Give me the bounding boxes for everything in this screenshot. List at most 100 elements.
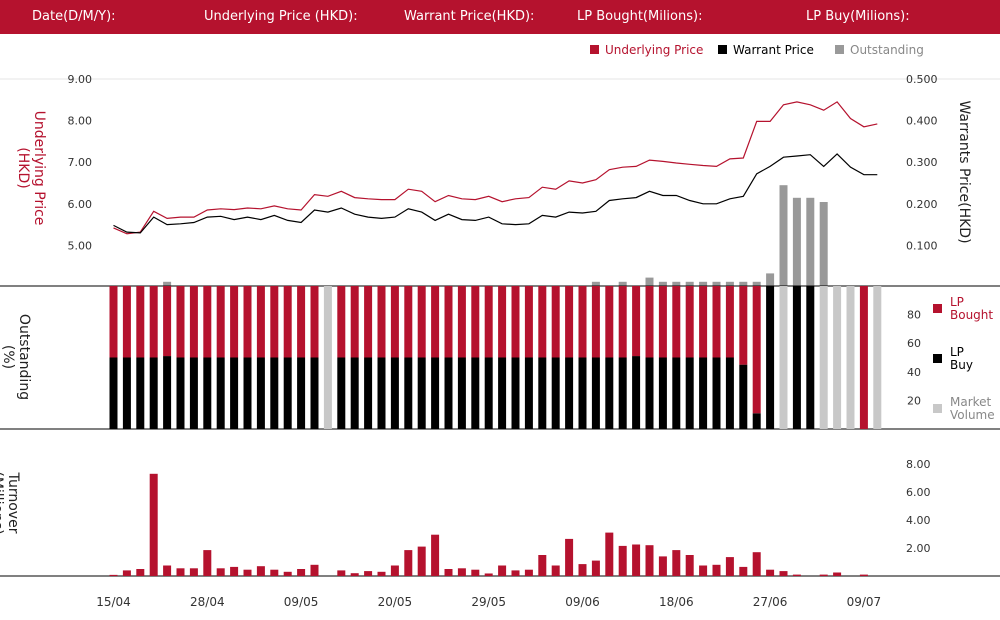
turnover-bar: [404, 550, 413, 576]
outstanding-segment: [297, 357, 306, 429]
turnover-bar: [685, 555, 694, 576]
turnover-bar: [618, 545, 627, 576]
turnover-bar: [511, 570, 520, 576]
outstanding-segment: [216, 286, 225, 358]
turnover-bar: [176, 568, 185, 576]
outstanding-segment: [752, 413, 761, 429]
turnover-bar: [109, 574, 118, 576]
outstanding-segment: [337, 286, 346, 358]
outstanding-segment: [230, 357, 239, 429]
legend-label: Underlying Price: [605, 43, 703, 57]
outstanding-bar: [766, 273, 775, 286]
turnover-bar: [364, 571, 373, 576]
outstanding-segment: [672, 286, 681, 358]
turnover-bar: [672, 550, 681, 576]
outstanding-segment: [176, 357, 185, 429]
x-tick: 20/05: [378, 595, 413, 609]
outstanding-segment: [591, 286, 600, 358]
right-y-tick: 0.400: [906, 115, 938, 128]
outstanding-bar: [645, 277, 654, 286]
outstanding-segment: [538, 286, 547, 358]
turnover-bar: [578, 564, 587, 576]
turnover-bar: [297, 569, 306, 576]
turnover-bar: [538, 555, 547, 576]
left-axis-title: Underlying Price(HKD): [15, 111, 47, 226]
left-y-tick: 7.00: [68, 156, 93, 169]
turnover-bar: [149, 473, 158, 576]
outstanding-segment: [484, 286, 493, 358]
outstanding-y-tick: 20: [907, 394, 921, 407]
turnover-bar: [658, 556, 667, 576]
turnover-bar: [471, 569, 480, 576]
outstanding-segment: [149, 357, 158, 429]
outstanding-segment: [565, 357, 574, 429]
outstanding-segment: [672, 357, 681, 429]
turnover-bar: [819, 574, 828, 576]
right-y-tick: 0.300: [906, 156, 938, 169]
outstanding-segment: [243, 357, 252, 429]
turnover-bar: [792, 574, 801, 576]
turnover-bar: [766, 569, 775, 576]
outstanding-segment: [404, 357, 413, 429]
outstanding-segment: [457, 286, 466, 358]
right-y-tick: 0.500: [906, 73, 938, 86]
outstanding-bar: [806, 197, 815, 286]
outstanding-segment: [605, 286, 614, 358]
outstanding-segment: [712, 357, 721, 429]
outstanding-segment: [618, 357, 627, 429]
outstanding-bar: [739, 281, 748, 286]
date-label: Date(D/M/Y):: [32, 9, 116, 24]
turnover-y-tick: 6.00: [906, 486, 931, 499]
turnover-bar: [779, 571, 788, 576]
outstanding-segment: [350, 357, 359, 429]
outstanding-segment: [873, 286, 882, 429]
x-tick: 15/04: [96, 595, 131, 609]
legend-swatch: [590, 45, 599, 54]
outstanding-segment: [538, 357, 547, 429]
outstanding-segment: [431, 357, 440, 429]
turnover-y-tick: 2.00: [906, 542, 931, 555]
turnover-bar: [524, 569, 533, 576]
outstanding-segment: [524, 286, 533, 358]
turnover-bar: [498, 565, 507, 576]
x-tick: 18/06: [659, 595, 694, 609]
outstanding-y-tick: 40: [907, 366, 921, 379]
outstanding-segment: [605, 357, 614, 429]
x-tick: 28/04: [190, 595, 225, 609]
turnover-bar: [632, 544, 641, 576]
x-tick: 09/05: [284, 595, 319, 609]
turnover-bar: [189, 568, 198, 576]
outstanding-segment: [176, 286, 185, 358]
outstanding-segment: [565, 286, 574, 358]
turnover-bar: [565, 538, 574, 576]
outstanding-segment: [256, 357, 265, 429]
outstanding-bar: [658, 281, 667, 286]
turnover-bar: [859, 574, 868, 576]
turnover-bar: [739, 566, 748, 576]
turnover-bar: [256, 566, 265, 576]
outstanding-segment: [189, 357, 198, 429]
outstanding-segment: [163, 286, 172, 357]
x-tick: 29/05: [471, 595, 506, 609]
outstanding-segment: [122, 357, 131, 429]
outstanding-segment: [310, 286, 319, 358]
outstanding-segment: [457, 357, 466, 429]
turnover-bar: [605, 532, 614, 576]
outstanding-segment: [337, 357, 346, 429]
turnover-bar: [431, 534, 440, 576]
outstanding-segment: [511, 286, 520, 358]
outstanding-segment: [645, 286, 654, 358]
legend-label: Outstanding: [850, 43, 924, 57]
legend-label: LP Bought: [950, 295, 993, 322]
outstanding-segment: [498, 357, 507, 429]
outstanding-segment: [699, 357, 708, 429]
outstanding-segment: [578, 357, 587, 429]
turnover-bar: [122, 570, 131, 576]
outstanding-segment: [685, 357, 694, 429]
outstanding-segment: [283, 357, 292, 429]
outstanding-segment: [658, 357, 667, 429]
lp-bought-label: LP Bought(Milions):: [577, 9, 703, 24]
outstanding-segment: [846, 286, 855, 429]
outstanding-segment: [109, 357, 118, 429]
